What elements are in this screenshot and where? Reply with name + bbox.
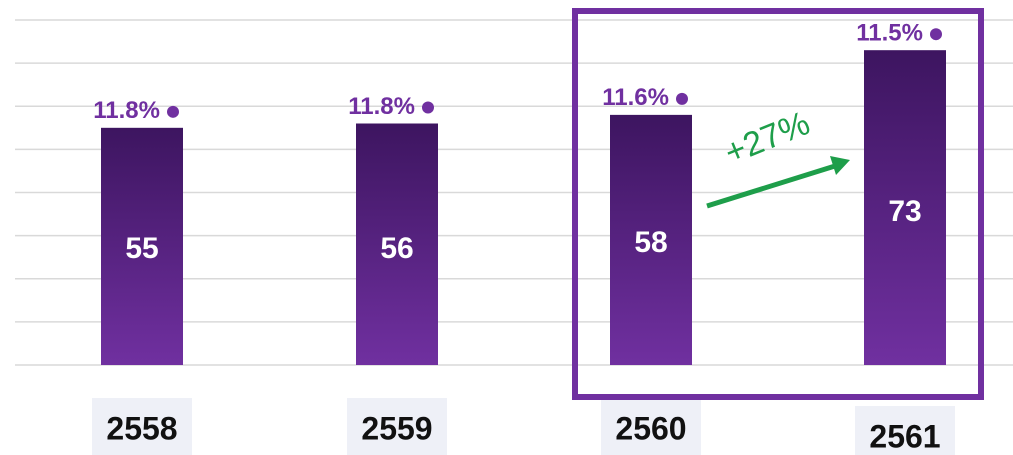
rate-marker xyxy=(167,105,179,118)
category-box xyxy=(347,398,447,455)
rate-label: 11.6% xyxy=(602,84,669,111)
rate-marker xyxy=(422,101,434,114)
growth-arrow xyxy=(706,163,836,209)
rate-label: 11.5% xyxy=(856,20,923,47)
category-box xyxy=(92,398,192,455)
highlight-box xyxy=(572,8,984,400)
bar-value-label: 73 xyxy=(888,195,921,228)
bar-value-label: 56 xyxy=(380,232,413,265)
x-tick-label: 2558 xyxy=(106,410,177,446)
growth-annotation: +27% xyxy=(719,104,815,172)
rate-label: 11.8% xyxy=(348,93,415,120)
bar xyxy=(356,123,438,365)
bar-value-label: 55 xyxy=(125,232,158,265)
rate-label: 11.8% xyxy=(93,97,160,124)
bar xyxy=(864,50,946,365)
x-tick-label: 2560 xyxy=(615,410,686,446)
rate-marker xyxy=(676,92,688,105)
bar xyxy=(101,127,183,365)
x-tick-label: 2561 xyxy=(869,418,940,454)
rate-marker xyxy=(930,28,942,41)
bar-value-label: 58 xyxy=(634,226,667,259)
x-tick-label: 2559 xyxy=(361,410,432,446)
marks: 55 11.8% 2558 56 11.8% 2559 58 11.6% 2560 73 11.5%… xyxy=(92,20,955,455)
category-box xyxy=(855,406,955,455)
arrow-head xyxy=(830,156,850,175)
category-box xyxy=(601,398,701,455)
bar xyxy=(610,114,692,365)
